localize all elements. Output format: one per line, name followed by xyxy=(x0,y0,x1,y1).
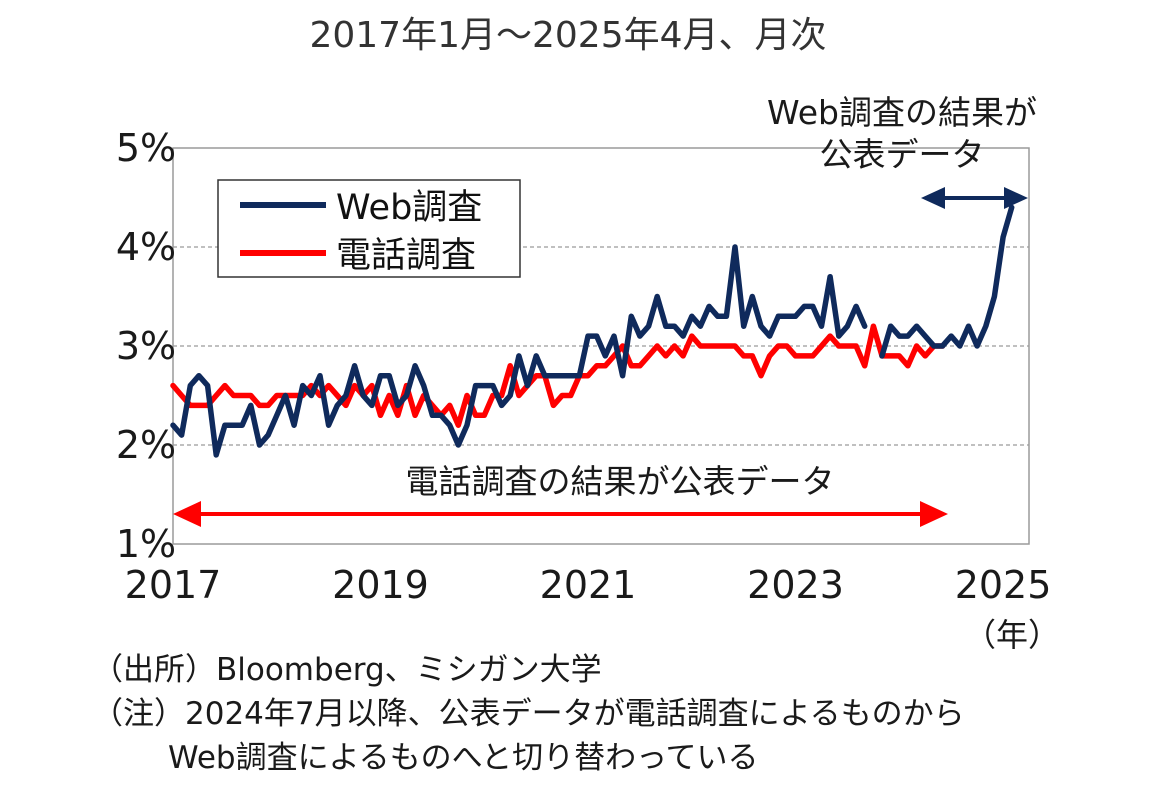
x-tick-label: 2025 xyxy=(955,563,1052,607)
annotation-phone-period: 電話調査の結果が公表データ xyxy=(173,462,948,527)
x-tick-label: 2017 xyxy=(125,563,222,607)
y-tick-label: 5% xyxy=(116,126,176,170)
legend-label-phone: 電話調査 xyxy=(336,236,476,276)
x-tick-label: 2019 xyxy=(332,563,429,607)
x-tick-label: 2023 xyxy=(747,563,844,607)
series-lines xyxy=(170,204,1015,458)
x-axis: 2017 2019 2021 2023 2025 （年） xyxy=(125,563,1060,650)
note-line-1: （注）2024年7月以降、公表データが電話調査によるものから xyxy=(92,696,965,732)
phone-period-arrow xyxy=(173,501,948,527)
legend: Web調査 電話調査 xyxy=(217,179,521,278)
x-unit-label: （年） xyxy=(964,616,1060,650)
arrow-head-right xyxy=(920,501,948,527)
arrow-head-left xyxy=(921,187,945,209)
y-axis: 1% 2% 3% 4% 5% xyxy=(116,126,176,566)
y-tick-label: 2% xyxy=(116,423,176,467)
annotation-phone-text: 電話調査の結果が公表データ xyxy=(406,462,835,501)
legend-box xyxy=(217,179,521,278)
note-line-2: Web調査によるものへと切り替わっている xyxy=(168,740,759,776)
y-tick-label: 4% xyxy=(116,225,176,269)
source-note: （出所）Bloomberg、ミシガン大学 xyxy=(92,652,602,688)
chart: 2017年1月～2025年4月、月次 1%2%3%4%5% 2017 2019 20… xyxy=(116,15,1060,650)
legend-label-web: Web調査 xyxy=(336,188,482,228)
arrow-head-left xyxy=(173,501,201,527)
x-tick-label: 2021 xyxy=(540,563,637,607)
series-line xyxy=(170,204,1015,458)
y-tick-label: 1% xyxy=(116,522,176,566)
y-tick-label: 3% xyxy=(116,324,176,368)
chart-title: 2017年1月～2025年4月、月次 xyxy=(309,15,826,56)
annotation-web-line2: 公表データ xyxy=(820,135,985,174)
web-period-arrow xyxy=(921,187,1028,209)
annotation-web-period: Web調査の結果が 公表データ xyxy=(767,93,1037,209)
annotation-web-line1: Web調査の結果が xyxy=(767,93,1037,132)
arrow-head-right xyxy=(1004,187,1028,209)
